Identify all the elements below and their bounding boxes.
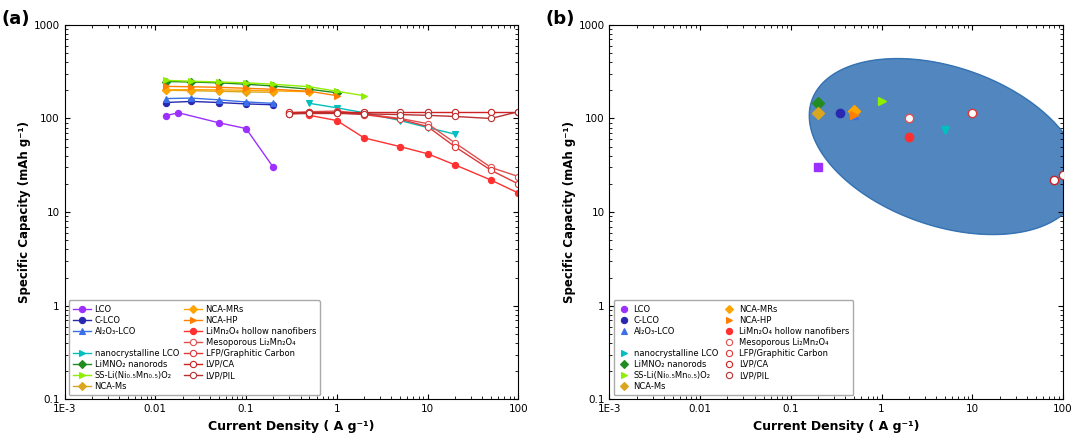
Text: (b): (b) [546,10,576,28]
X-axis label: Current Density ( A g⁻¹): Current Density ( A g⁻¹) [753,420,919,433]
Legend: LCO, C-LCO, Al₂O₃-LCO, , nanocrystalline LCO, LiMNO₂ nanorods, SS-Li(Ni₀.₅Mn₀.₅): LCO, C-LCO, Al₂O₃-LCO, , nanocrystalline… [614,301,853,395]
Y-axis label: Specific Capacity (mAh g⁻¹): Specific Capacity (mAh g⁻¹) [17,121,30,303]
Text: (a): (a) [1,10,29,28]
Polygon shape [810,59,1081,234]
Legend: LCO, C-LCO, Al₂O₃-LCO, , nanocrystalline LCO, LiMNO₂ nanorods, SS-Li(Ni₀.₅Mn₀.₅): LCO, C-LCO, Al₂O₃-LCO, , nanocrystalline… [68,301,320,395]
Y-axis label: Specific Capacity (mAh g⁻¹): Specific Capacity (mAh g⁻¹) [563,121,576,303]
X-axis label: Current Density ( A g⁻¹): Current Density ( A g⁻¹) [208,420,375,433]
